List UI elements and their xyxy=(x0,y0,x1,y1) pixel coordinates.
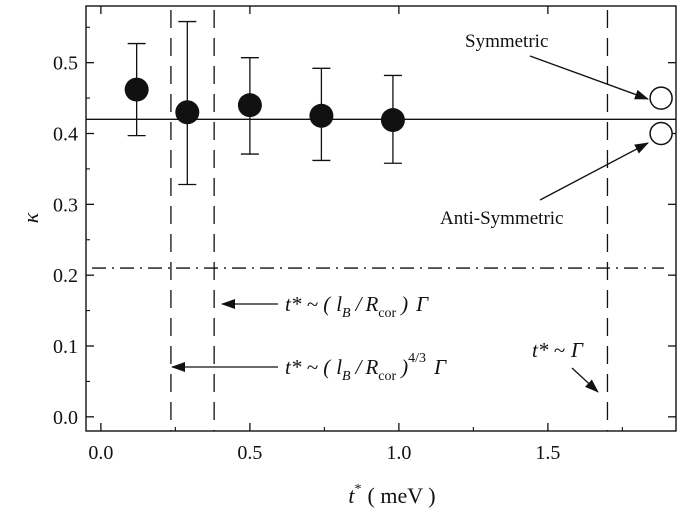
reference-lines xyxy=(86,10,676,431)
x-axis-sup: * xyxy=(355,482,362,497)
x-tick-label: 1.5 xyxy=(535,442,560,464)
annotation-formula2: t* ~ (lB / Rcor)4/3 Γ xyxy=(285,351,447,384)
arrow-formula3 xyxy=(571,367,599,393)
axis-ticks: 0.0 0.5 1.0 1.5 0.0 0.1 0.2 0.3 0.4 0.5 xyxy=(53,6,676,464)
annotation-antisymmetric: Anti-Symmetric xyxy=(440,208,563,229)
y-tick-label: 0.5 xyxy=(53,53,78,75)
y-tick-label: 0.2 xyxy=(53,265,78,287)
data-marks xyxy=(124,20,673,186)
annotation-symmetric: Symmetric xyxy=(465,31,548,52)
data-point xyxy=(124,77,149,102)
x-tick-label: 1.0 xyxy=(386,442,411,464)
y-tick-label: 0.1 xyxy=(53,336,78,358)
x-axis-symbol: t xyxy=(348,483,355,508)
x-axis-label: t* ( meV ) xyxy=(348,482,435,508)
y-tick-label: 0.3 xyxy=(53,194,78,216)
x-tick-label: 0.5 xyxy=(237,442,262,464)
annotation-formula3: t* ~ Γ xyxy=(532,338,584,362)
reference-point-symmetric xyxy=(649,86,673,110)
y-tick-label: 0.0 xyxy=(53,407,78,429)
reference-point-anti-symmetric xyxy=(649,121,673,146)
x-axis-unit: ( meV ) xyxy=(368,483,436,508)
data-point xyxy=(175,100,200,125)
y-axis-label: κ xyxy=(18,212,43,223)
data-point xyxy=(237,93,262,118)
annotation-formula1: t* ~ (lB / Rcor) Γ xyxy=(285,292,429,321)
y-tick-label: 0.4 xyxy=(53,124,78,146)
plot-frame xyxy=(85,5,677,432)
arrow-antisymmetric xyxy=(539,142,649,201)
data-point xyxy=(380,108,405,133)
arrow-symmetric xyxy=(529,55,649,100)
x-tick-label: 0.0 xyxy=(88,442,113,464)
data-point xyxy=(309,103,334,128)
